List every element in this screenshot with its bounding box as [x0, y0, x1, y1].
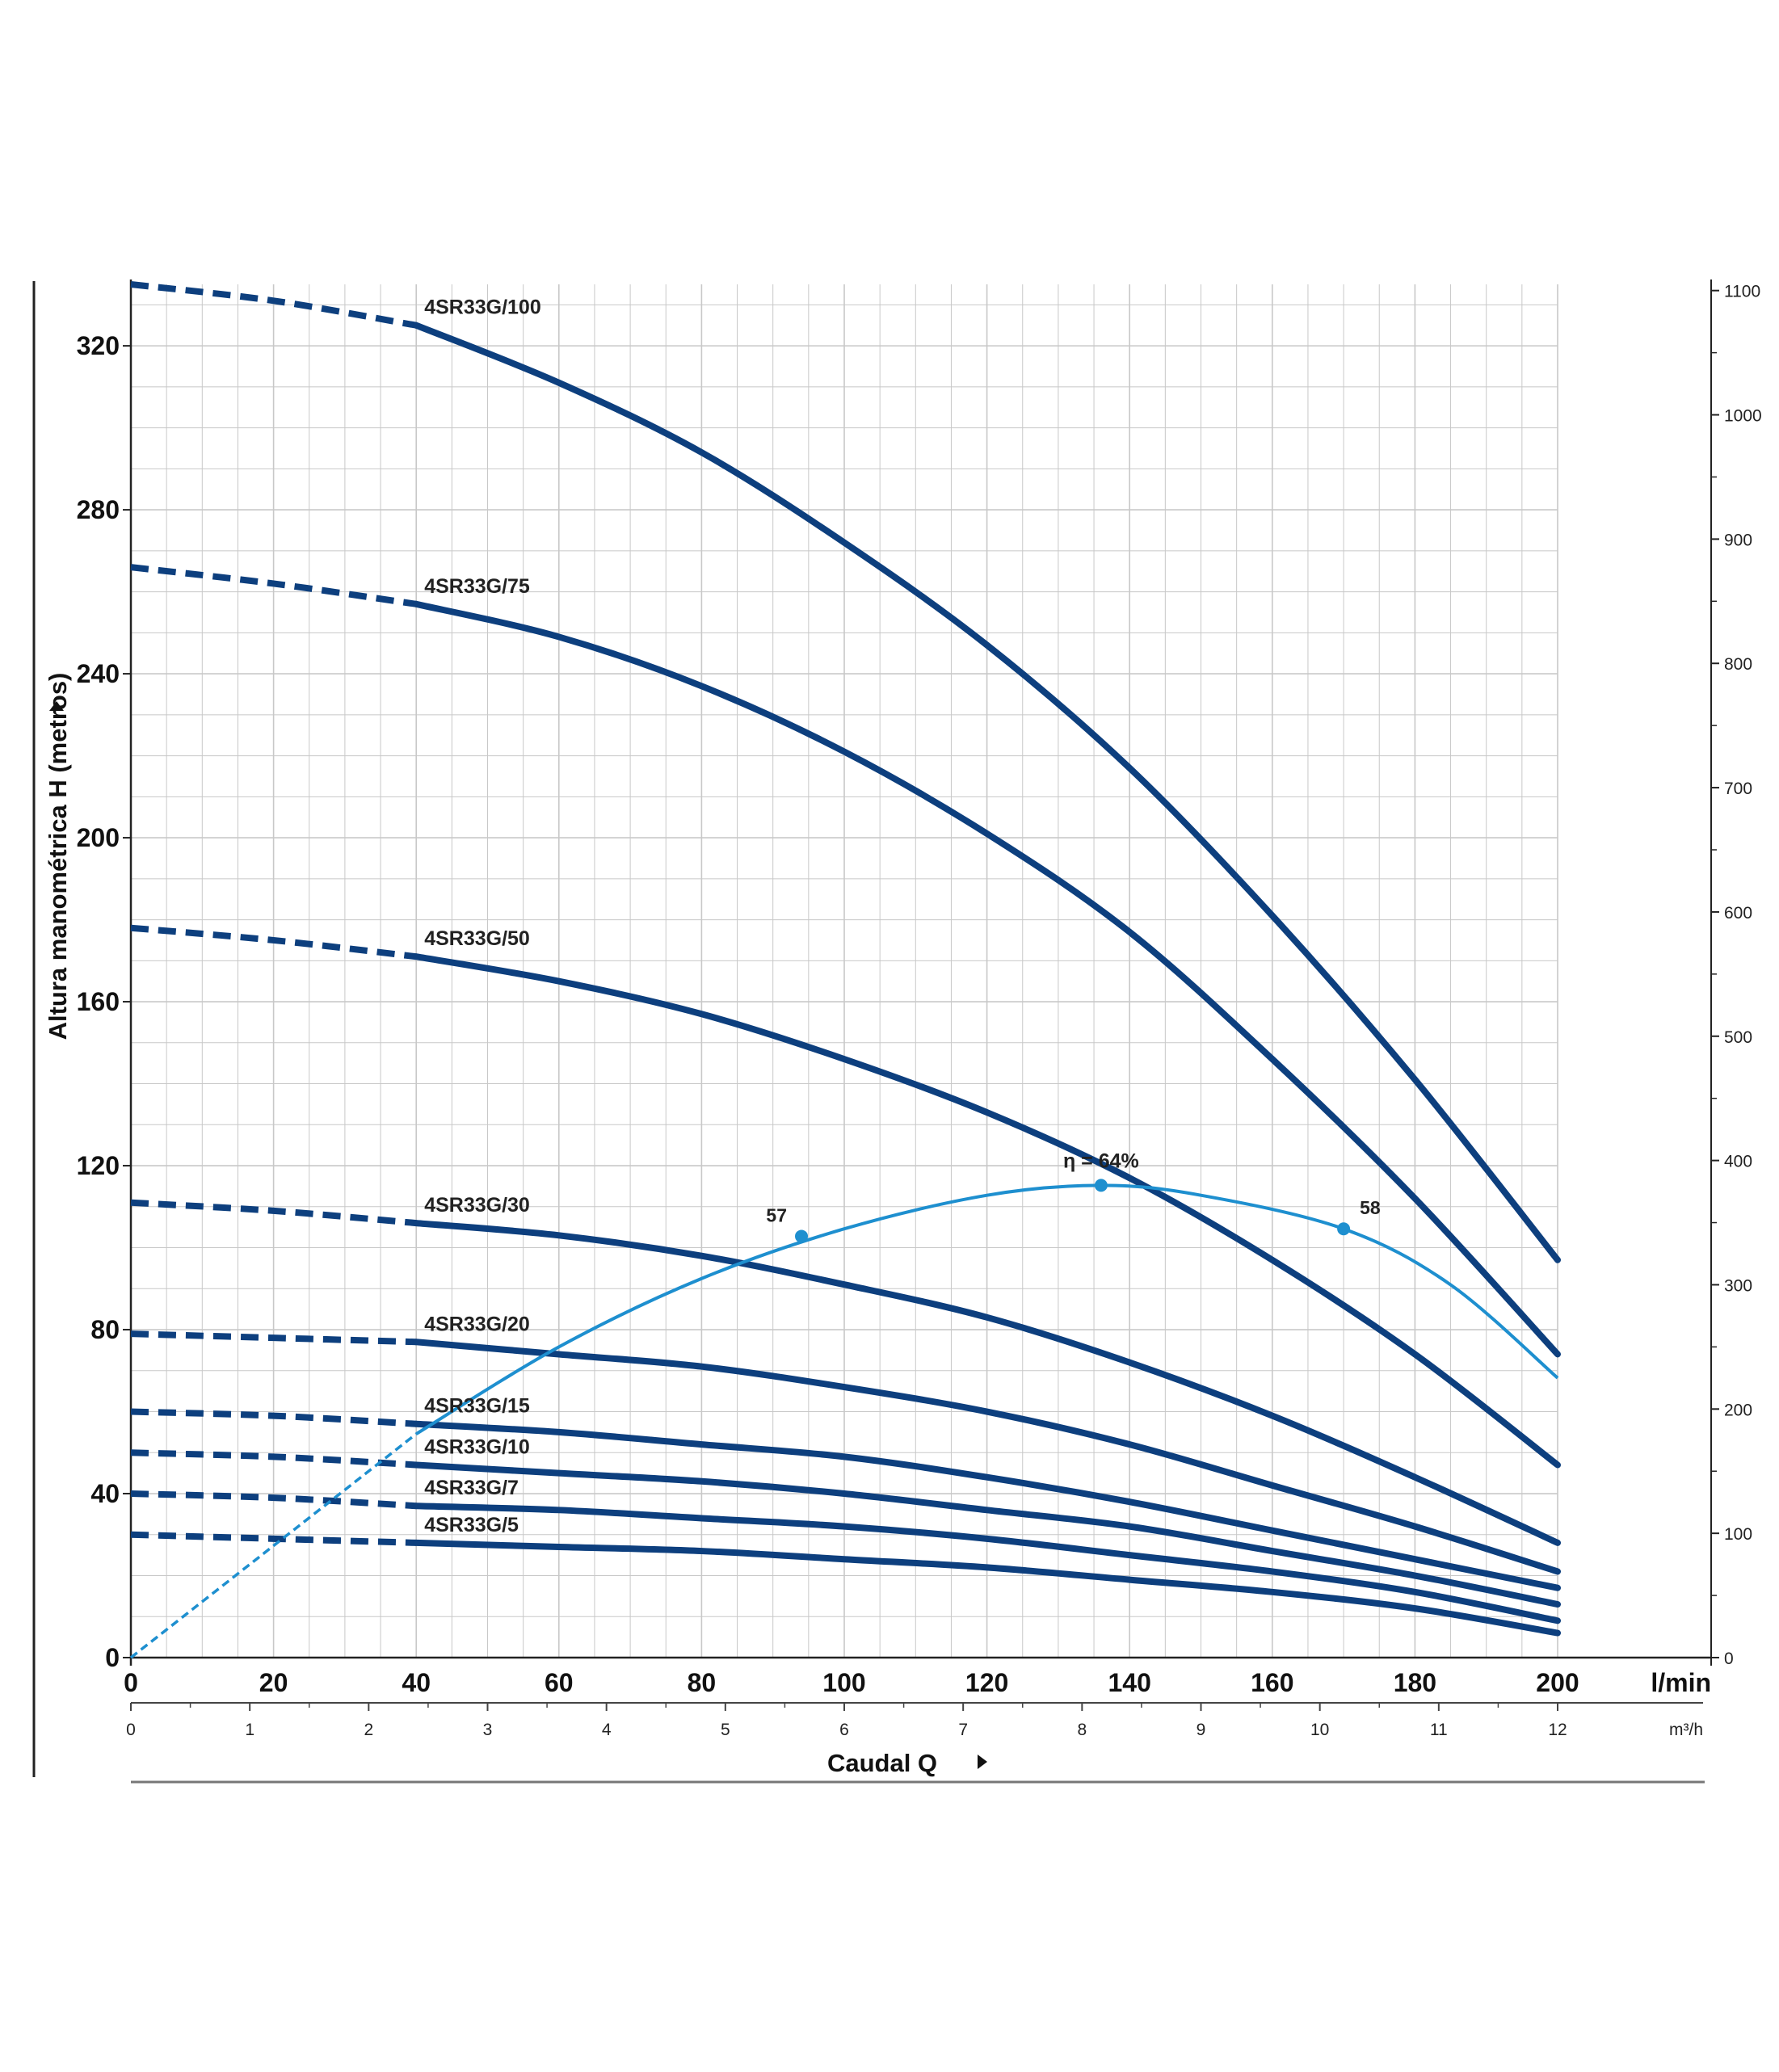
series-dashed-4SR33G/10 — [130, 1449, 417, 1469]
x-tick-label: 0 — [124, 1668, 138, 1697]
series-line-4SR33G/5 — [413, 1539, 1561, 1637]
series-dashed-4SR33G/75 — [130, 564, 417, 607]
series-label: 4SR33G/7 — [424, 1477, 519, 1499]
series-line-4SR33G/75 — [413, 600, 1561, 1358]
x-axis-arrow-icon — [978, 1755, 987, 1769]
series-dashed-4SR33G/15 — [130, 1408, 417, 1427]
series-line-4SR33G/20 — [413, 1339, 1561, 1575]
series-dashed-4SR33G/7 — [130, 1490, 417, 1510]
series-label: 4SR33G/15 — [424, 1395, 530, 1418]
y-tick-label: 80 — [90, 1315, 120, 1344]
efficiency-label: 57 — [766, 1204, 787, 1225]
series-dashed-4SR33G/30 — [130, 1199, 417, 1227]
x2-tick-label: 10 — [1310, 1721, 1329, 1739]
x-tick-label: 60 — [545, 1668, 574, 1697]
x2-tick-label: 8 — [1077, 1721, 1087, 1739]
y2-tick-label: 100 — [1724, 1525, 1752, 1544]
x2-tick-label: 12 — [1548, 1721, 1567, 1739]
efficiency-point — [795, 1229, 809, 1243]
x-tick-label: 40 — [402, 1668, 431, 1697]
y2-tick-label: 600 — [1724, 904, 1752, 923]
y2-tick-label: 0 — [1724, 1650, 1734, 1668]
x2-tick-label: 5 — [721, 1721, 730, 1739]
y-tick-label: 240 — [77, 659, 120, 688]
y2-tick-label: 200 — [1724, 1401, 1752, 1419]
y2-tick-label: 500 — [1724, 1028, 1752, 1047]
y-axis-title: Altura manométrica H (metros) — [44, 673, 72, 1040]
series-line-4SR33G/7 — [413, 1503, 1561, 1624]
series-group — [130, 281, 1561, 1637]
y2-tick-label: 1000 — [1724, 407, 1762, 426]
y-tick-label: 120 — [77, 1151, 120, 1180]
efficiency-label: η = 64% — [1063, 1149, 1139, 1172]
x-tick-label: 20 — [259, 1668, 288, 1697]
x2-tick-label: 2 — [364, 1721, 373, 1739]
y-tick-label: 40 — [90, 1479, 120, 1508]
efficiency-point — [1094, 1179, 1108, 1192]
x2-tick-label: 7 — [958, 1721, 968, 1739]
y-tick-label: 320 — [77, 331, 120, 360]
y2-tick-label: 900 — [1724, 531, 1752, 549]
x2-tick-label: 11 — [1430, 1721, 1448, 1739]
y2-tick-label: 700 — [1724, 780, 1752, 798]
series-label: 4SR33G/10 — [424, 1435, 530, 1458]
y-tick-label: 280 — [77, 495, 120, 524]
efficiency-point — [1337, 1222, 1351, 1236]
efficiency-group: η = 64% 57 58 — [129, 1149, 1559, 1659]
axes: 0408012016020024028032001002003004005006… — [32, 279, 1762, 1784]
series-dashed-4SR33G/20 — [130, 1330, 417, 1346]
x-tick-label: 140 — [1108, 1668, 1151, 1697]
x-tick-label: 100 — [822, 1668, 865, 1697]
series-dashed-4SR33G/50 — [130, 924, 417, 960]
x-tick-label: 160 — [1251, 1668, 1293, 1697]
series-label: 4SR33G/75 — [424, 575, 530, 598]
y-tick-label: 200 — [77, 823, 120, 852]
series-dashed-4SR33G/5 — [130, 1531, 417, 1546]
labels-group: 4SR33G/100 4SR33G/75 4SR33G/50 4SR33G/30 4SR… — [424, 296, 541, 1536]
efficiency-curve — [415, 1183, 1559, 1435]
series-label: 4SR33G/30 — [424, 1194, 530, 1217]
x-tick-label: 180 — [1394, 1668, 1436, 1697]
y-axis-arrow-icon — [49, 701, 64, 711]
x2-tick-label: 0 — [126, 1721, 136, 1739]
y2-tick-label: 400 — [1724, 1153, 1752, 1171]
x2-tick-label: 4 — [602, 1721, 612, 1739]
series-label: 4SR33G/5 — [424, 1514, 519, 1536]
series-line-4SR33G/30 — [413, 1220, 1561, 1546]
series-line-4SR33G/10 — [413, 1461, 1561, 1608]
y2-tick-label: 800 — [1724, 655, 1752, 674]
x-tick-label: 120 — [965, 1668, 1008, 1697]
x2-tick-label: 3 — [483, 1721, 493, 1739]
x2-tick-label: 1 — [245, 1721, 254, 1739]
y-tick-label: 0 — [105, 1643, 120, 1672]
series-dashed-4SR33G/100 — [130, 281, 417, 329]
x2-tick-label: 9 — [1197, 1721, 1206, 1739]
x-tick-label: 200 — [1536, 1668, 1579, 1697]
x-tick-label: 80 — [688, 1668, 717, 1697]
series-label: 4SR33G/100 — [424, 296, 541, 319]
grid — [130, 284, 1558, 1658]
y-tick-label: 160 — [77, 987, 120, 1016]
x-unit-label: l/min — [1651, 1668, 1711, 1697]
series-line-4SR33G/100 — [413, 322, 1561, 1263]
efficiency-label: 58 — [1360, 1197, 1381, 1218]
series-line-4SR33G/50 — [413, 953, 1561, 1469]
series-label: 4SR33G/50 — [424, 927, 530, 950]
efficiency-curve-dashed — [129, 1432, 418, 1659]
x2-unit-label: m³/h — [1669, 1721, 1703, 1739]
y2-tick-label: 300 — [1724, 1276, 1752, 1295]
y2-tick-label: 1100 — [1724, 283, 1760, 301]
series-label: 4SR33G/20 — [424, 1313, 530, 1335]
x2-tick-label: 6 — [839, 1721, 849, 1739]
x-axis-title: Caudal Q — [827, 1749, 937, 1777]
series-line-4SR33G/15 — [413, 1420, 1561, 1591]
